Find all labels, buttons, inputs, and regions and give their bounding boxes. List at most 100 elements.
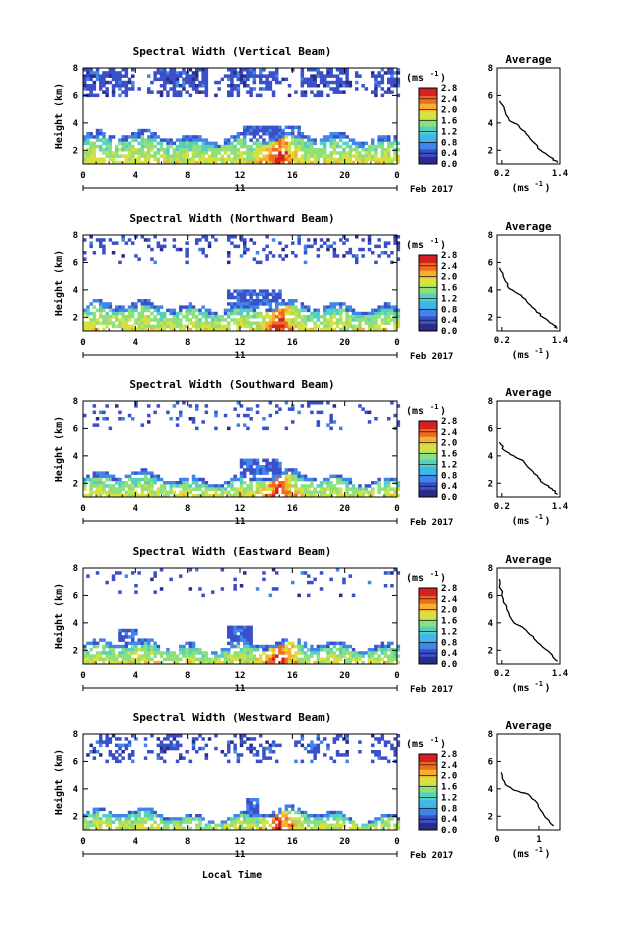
heatmap-cell bbox=[345, 660, 349, 665]
x-tick-label: 12 bbox=[235, 671, 246, 681]
heatmap-cell bbox=[227, 321, 231, 325]
heatmap-cell bbox=[105, 493, 109, 498]
heatmap-cell bbox=[297, 641, 301, 646]
colorbar-segment bbox=[419, 774, 437, 778]
heatmap-cell bbox=[223, 160, 228, 165]
heatmap-cell bbox=[319, 141, 324, 146]
heatmap-cell bbox=[243, 247, 247, 252]
heatmap-cell bbox=[281, 138, 285, 142]
colorbar-segment bbox=[419, 268, 437, 271]
heatmap-cell bbox=[137, 327, 141, 332]
heatmap-cell bbox=[188, 160, 193, 165]
heatmap-cell bbox=[339, 144, 343, 149]
heatmap-cell bbox=[214, 410, 218, 415]
heatmap-cell bbox=[361, 247, 365, 252]
heatmap-cell bbox=[163, 84, 167, 88]
heatmap-cell bbox=[143, 807, 148, 812]
heatmap-cell bbox=[387, 321, 391, 325]
heatmap-cell bbox=[332, 490, 337, 495]
heatmap-cell bbox=[89, 144, 93, 149]
colorbar-segment bbox=[419, 95, 437, 98]
heatmap-cell bbox=[83, 487, 87, 491]
heatmap-cell bbox=[377, 157, 381, 162]
heatmap-cell bbox=[387, 657, 391, 662]
heatmap-cell bbox=[387, 87, 391, 91]
heatmap-cell bbox=[303, 814, 308, 818]
heatmap-cell bbox=[105, 404, 109, 408]
heatmap-cell bbox=[124, 138, 129, 142]
heatmap-cell bbox=[313, 138, 317, 142]
heatmap-cell bbox=[390, 746, 394, 751]
heatmap-cell bbox=[265, 493, 269, 498]
heatmap-cell bbox=[342, 132, 346, 136]
heatmap-cell bbox=[223, 151, 228, 155]
heatmap-cell bbox=[131, 734, 135, 738]
heatmap-cell bbox=[326, 648, 330, 652]
heatmap-cell bbox=[156, 305, 161, 309]
heatmap-cell bbox=[342, 71, 346, 75]
heatmap-cell bbox=[278, 471, 282, 475]
heatmap-cell bbox=[239, 321, 244, 325]
heatmap-cell bbox=[169, 654, 173, 658]
heatmap-cell bbox=[233, 638, 237, 642]
heatmap-cell bbox=[255, 465, 260, 469]
heatmap-cell bbox=[150, 474, 154, 479]
heatmap-cell bbox=[153, 574, 157, 578]
heatmap-cell bbox=[185, 251, 189, 255]
day-label: 11 bbox=[235, 184, 246, 194]
heatmap-cell bbox=[371, 90, 375, 94]
heatmap-cell bbox=[262, 468, 266, 472]
heatmap-cell bbox=[188, 68, 193, 72]
heatmap-cell bbox=[92, 750, 97, 754]
heatmap-cell bbox=[175, 826, 180, 831]
heatmap-cell bbox=[223, 308, 228, 313]
heatmap-cell bbox=[89, 477, 93, 482]
heatmap-cell bbox=[236, 753, 241, 757]
heatmap-cell bbox=[281, 648, 285, 652]
heatmap-cell bbox=[297, 657, 301, 662]
heatmap-cell bbox=[153, 571, 157, 575]
heatmap-cell bbox=[185, 254, 189, 258]
heatmap-cell bbox=[313, 308, 317, 313]
heatmap-cell bbox=[188, 144, 193, 149]
heatmap-cell bbox=[246, 651, 250, 655]
heatmap-cell bbox=[131, 641, 135, 646]
heatmap-cell bbox=[182, 817, 186, 821]
heatmap-cell bbox=[140, 423, 145, 427]
heatmap-cell bbox=[214, 490, 218, 495]
heatmap-cell bbox=[111, 474, 116, 479]
heatmap-cell bbox=[185, 651, 189, 655]
heatmap-cell bbox=[86, 826, 90, 831]
heatmap-cell bbox=[367, 238, 372, 242]
heatmap-cell bbox=[284, 144, 289, 149]
heatmap-cell bbox=[383, 823, 388, 828]
heatmap-cell bbox=[255, 648, 260, 652]
heatmap-cell bbox=[92, 157, 97, 162]
heatmap-cell bbox=[380, 734, 385, 738]
heatmap-cell bbox=[92, 74, 97, 78]
heatmap-cell bbox=[342, 68, 346, 72]
heatmap-cell bbox=[86, 814, 90, 818]
heatmap-cell bbox=[89, 302, 93, 306]
heatmap-cell bbox=[348, 154, 353, 158]
heatmap-cell bbox=[140, 311, 145, 316]
heatmap-cell bbox=[265, 154, 269, 158]
colorbar-segment bbox=[419, 148, 437, 152]
heatmap-cell bbox=[95, 135, 100, 139]
heatmap-cell bbox=[150, 577, 154, 582]
heatmap-cell bbox=[230, 160, 234, 165]
heatmap-cell bbox=[332, 311, 337, 316]
heatmap-cell bbox=[137, 135, 141, 139]
heatmap-cell bbox=[303, 654, 308, 658]
heatmap-cell bbox=[166, 141, 170, 146]
y-tick-label: 2 bbox=[73, 146, 78, 156]
heatmap-cell bbox=[121, 756, 125, 760]
colorbar-segment bbox=[419, 795, 437, 799]
heatmap-cell bbox=[201, 90, 205, 94]
heatmap-cell bbox=[153, 648, 157, 652]
heatmap-cell bbox=[143, 474, 148, 479]
heatmap-cell bbox=[246, 413, 250, 418]
heatmap-cell bbox=[319, 321, 324, 325]
heatmap-cell bbox=[233, 820, 237, 824]
heatmap-cell bbox=[121, 318, 125, 322]
